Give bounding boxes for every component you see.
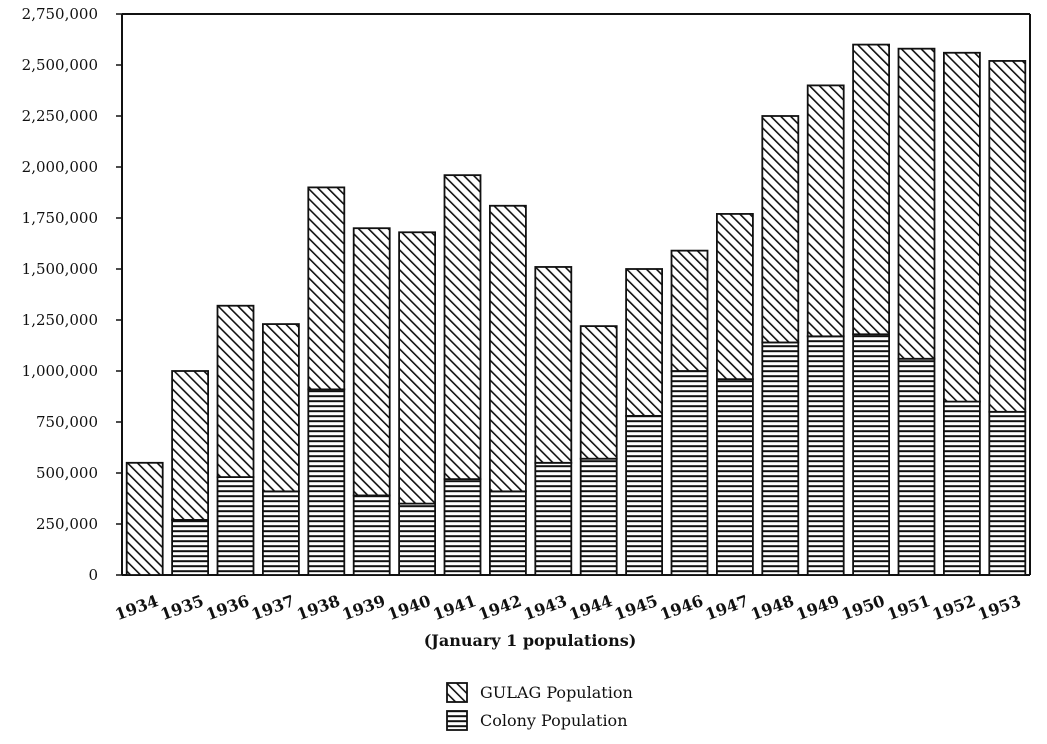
x-tick-label: 1946 (657, 591, 705, 624)
bar-gulag-1949 (806, 84, 845, 338)
x-tick-label: 1950 (839, 591, 887, 624)
bar-colony-1935 (171, 519, 210, 576)
x-tick-label: 1940 (385, 591, 433, 624)
y-tick-label: 2,250,000 (22, 107, 98, 125)
bar-colony-1938 (307, 388, 346, 576)
bar-gulag-1937 (261, 323, 300, 493)
bar-gulag-1945 (625, 268, 663, 417)
bars (125, 43, 1027, 576)
y-tick-label: 2,750,000 (22, 5, 98, 23)
legend-swatch (446, 682, 468, 703)
bar-gulag-1936 (216, 304, 255, 478)
x-tick-label: 1952 (930, 591, 978, 624)
bar-gulag-1947 (716, 213, 754, 381)
y-tick-label: 1,000,000 (22, 362, 98, 380)
x-tick-label: 1944 (567, 591, 615, 624)
y-tick-label: 2,000,000 (22, 158, 98, 176)
bar-colony-1937 (261, 490, 300, 576)
bar-gulag-1935 (171, 370, 210, 521)
y-tick-label: 2,500,000 (22, 56, 98, 74)
x-tick-label: 1937 (249, 591, 297, 624)
x-tick-label: 1941 (430, 591, 478, 624)
bar-colony-1953 (988, 410, 1027, 576)
bar-colony-1952 (943, 400, 981, 576)
y-tick-label: 1,500,000 (22, 260, 98, 278)
x-tick-label: 1934 (113, 591, 161, 624)
x-tick-label: 1936 (203, 591, 251, 624)
x-axis-label: (January 1 populations) (424, 631, 637, 650)
bar-gulag-1952 (943, 51, 981, 403)
y-tick-label: 750,000 (36, 413, 98, 431)
bar-gulag-1950 (852, 43, 890, 336)
x-tick-label: 1953 (975, 591, 1023, 624)
y-axis: 0 250,000 500,000 750,000 1,000,000 1,250,000… (22, 5, 122, 584)
x-tick-label: 1951 (884, 591, 932, 624)
x-tick-label: 1942 (476, 591, 524, 624)
x-tick-label: 1949 (794, 591, 842, 624)
bar-colony-1948 (761, 341, 800, 576)
bar-gulag-1951 (897, 47, 936, 360)
bar-colony-1949 (806, 335, 845, 576)
y-tick-label: 1,750,000 (22, 209, 98, 227)
legend: GULAG Population Colony Population (446, 682, 633, 731)
bar-gulag-1942 (488, 204, 527, 493)
x-tick-label: 1938 (294, 591, 342, 624)
bar-gulag-1943 (534, 266, 573, 464)
legend-label: Colony Population (480, 711, 628, 730)
y-tick-label: 500,000 (36, 464, 98, 482)
x-tick-label: 1939 (340, 591, 388, 624)
plot-frame (121, 13, 1031, 576)
bar-colony-1939 (352, 494, 391, 576)
bar-colony-1941 (443, 478, 482, 576)
y-tick-label: 250,000 (36, 515, 98, 533)
x-tick-label: 1945 (612, 591, 660, 624)
bar-gulag-1941 (443, 174, 482, 481)
bar-colony-1943 (534, 461, 573, 576)
x-tick-label: 1935 (158, 591, 206, 624)
bar-gulag-1938 (307, 186, 346, 391)
bar-colony-1945 (625, 414, 663, 576)
x-axis: 1934193519361937193819391940194119421943… (113, 591, 1024, 624)
bar-gulag-1946 (670, 249, 709, 372)
bar-gulag-1940 (398, 231, 437, 505)
x-tick-label: 1947 (703, 591, 751, 624)
x-tick-label: 1943 (521, 591, 569, 624)
bar-colony-1936 (216, 476, 255, 576)
bar-gulag-1948 (761, 115, 800, 344)
bar-colony-1951 (897, 357, 936, 576)
bar-gulag-1953 (988, 60, 1027, 413)
x-tick-label: 1948 (748, 591, 796, 624)
bar-gulag-1934 (125, 461, 164, 576)
legend-swatch (446, 710, 468, 731)
bar-colony-1944 (579, 457, 618, 576)
bar-colony-1940 (398, 502, 437, 576)
y-tick-label: 1,250,000 (22, 311, 98, 329)
bar-colony-1947 (716, 378, 754, 576)
bar-colony-1950 (852, 333, 890, 576)
bar-colony-1946 (670, 370, 709, 576)
bar-gulag-1939 (352, 227, 391, 497)
bar-gulag-1944 (579, 325, 618, 460)
legend-label: GULAG Population (480, 683, 633, 702)
bar-colony-1942 (488, 490, 527, 576)
y-tick-label: 0 (88, 566, 98, 584)
